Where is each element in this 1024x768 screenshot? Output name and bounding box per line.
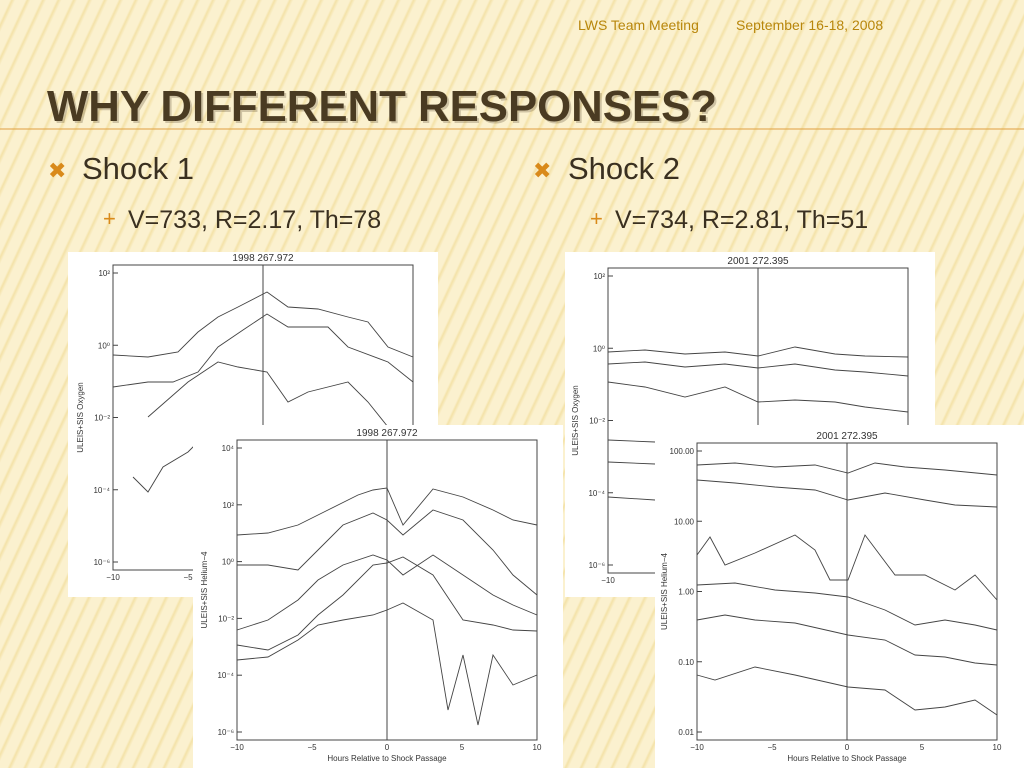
x-tick-label: 10 (993, 743, 1002, 752)
heading: Shock 2 (568, 151, 680, 186)
x-tick-label: 5 (460, 743, 465, 752)
y-tick-label: 10⁰ (222, 558, 234, 567)
x-tick-label: −5 (183, 573, 193, 582)
y-tick-label: 1.00 (678, 588, 694, 597)
figure: 2001 272.395 100.00 10.00 1.00 0.10 0.01 −10 −5… (655, 425, 1024, 768)
slide-title: WHY DIFFERENT RESPONSES? (47, 82, 717, 131)
curve (607, 496, 656, 501)
y-tick-label: 10⁻⁶ (94, 558, 110, 567)
figure: 1998 267.972 10⁴ 10² 10⁰ 10⁻² 10⁻⁴ 10⁻⁶ −10 −5 0 5… (193, 425, 563, 768)
curve (112, 313, 414, 388)
bullet: ✖ (533, 158, 551, 183)
figure-title: 2001 272.395 (816, 431, 878, 442)
x-tick-label: 5 (920, 743, 925, 752)
bullet: + (103, 206, 116, 231)
curve (147, 361, 414, 433)
heading: Shock 1 (82, 151, 194, 186)
bullet: + (590, 206, 603, 231)
y-tick-label: 100.00 (670, 447, 695, 456)
figure-title: 2001 272.395 (727, 256, 789, 267)
curve (112, 291, 414, 358)
figure-title: 1998 267.972 (356, 428, 418, 439)
x-tick-label: −5 (767, 743, 777, 752)
detail: V=733, R=2.17, Th=78 (128, 206, 381, 234)
y-axis-label: ULEIS+SIS Helium−4 (200, 551, 209, 628)
y-tick-label: 10⁰ (593, 344, 605, 353)
y-tick-label: 10⁻⁶ (218, 728, 234, 737)
y-tick-label: 0.01 (678, 728, 694, 737)
y-axis-label: ULEIS+SIS Helium−4 (660, 552, 669, 629)
y-tick-label: 10⁻⁴ (93, 486, 110, 495)
figure-bg (193, 425, 563, 768)
curve (696, 582, 998, 631)
curve (607, 439, 656, 443)
x-tick-label: −5 (307, 743, 317, 752)
figure-bg (655, 425, 1024, 768)
meeting: LWS Team Meeting (578, 17, 699, 33)
x-tick-label: 10 (533, 743, 542, 752)
y-tick-label: 10² (98, 269, 110, 278)
curve (236, 602, 538, 726)
y-axis-label: ULEIS+SIS Oxygen (571, 385, 580, 455)
y-tick-label: 10⁻² (218, 614, 234, 623)
x-axis-label: Hours Relative to Shock Passage (787, 754, 907, 763)
y-axis-label: ULEIS+SIS Oxygen (76, 382, 85, 452)
y-tick-label: 10² (222, 501, 234, 510)
date: September 16-18, 2008 (736, 17, 883, 33)
curve (696, 479, 998, 508)
curve (696, 614, 998, 666)
x-tick-label: −10 (690, 743, 704, 752)
y-tick-label: 10⁴ (222, 444, 235, 453)
y-tick-label: 10⁰ (98, 341, 110, 350)
y-tick-label: 10⁻⁴ (588, 489, 605, 498)
x-tick-label: −10 (230, 743, 244, 752)
y-tick-label: 10⁻² (589, 417, 605, 426)
title-shadow: WHY DIFFERENT RESPONSES? (49, 84, 719, 133)
x-axis-label: Hours Relative to Shock Passage (327, 754, 447, 763)
y-tick-label: 10⁻⁴ (217, 671, 234, 680)
curve (696, 534, 998, 601)
curve (696, 462, 998, 476)
x-tick-label: −10 (601, 576, 615, 585)
curve (696, 666, 998, 716)
y-tick-label: 10.00 (674, 517, 695, 526)
x-tick-label: −10 (106, 573, 120, 582)
bullet: ✖ (48, 158, 66, 183)
detail: V=734, R=2.81, Th=51 (615, 206, 868, 234)
x-tick-label: 0 (385, 743, 390, 752)
y-tick-label: 10⁻² (94, 414, 110, 423)
y-tick-label: 10² (593, 272, 605, 281)
y-tick-label: 0.10 (678, 658, 694, 667)
figure-title: 1998 267.972 (232, 253, 294, 264)
y-tick-label: 10⁻⁶ (589, 561, 605, 570)
curve (607, 461, 656, 465)
x-tick-label: 0 (845, 743, 850, 752)
